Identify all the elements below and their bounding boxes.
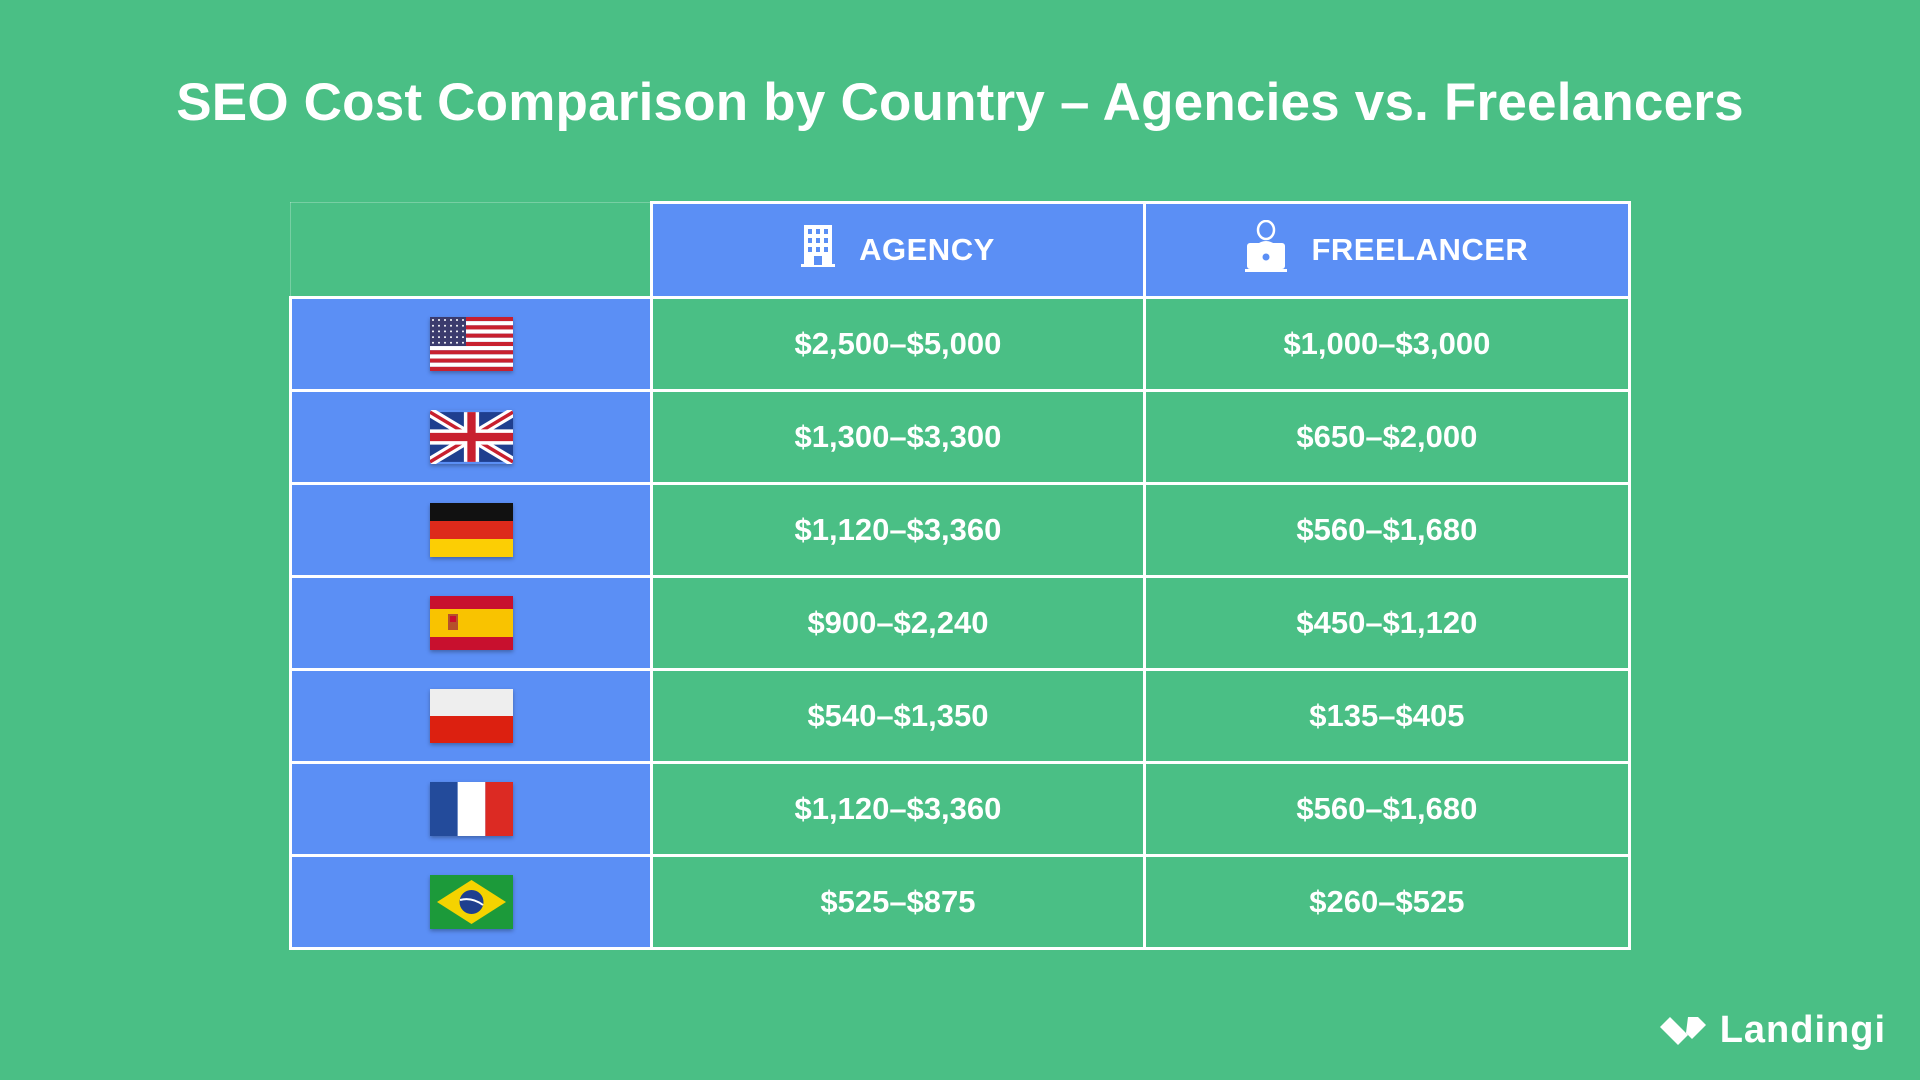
freelancer-header-label: FREELANCER — [1311, 232, 1529, 267]
empty-corner-cell — [289, 202, 654, 299]
freelancer-cost-cell: $650–$2,000 — [1142, 389, 1632, 485]
country-flag-cell — [288, 296, 654, 392]
freelancer-header: FREELANCER — [1142, 201, 1632, 299]
freelancer-cost-cell: $135–$405 — [1142, 668, 1632, 764]
agency-cost-cell: $540–$1,350 — [650, 668, 1146, 764]
flag-brazil-icon — [429, 875, 513, 929]
cost-table: AGENCY FREELANCER $2,500–$5,000 $1,000–$… — [288, 201, 1632, 950]
freelancer-cost-cell: $560–$1,680 — [1142, 482, 1632, 578]
freelancer-cost-cell: $1,000–$3,000 — [1142, 296, 1632, 392]
logo-text: Landingi — [1719, 1009, 1886, 1051]
country-flag-cell — [288, 761, 654, 857]
agency-cost-cell: $1,300–$3,300 — [650, 389, 1146, 485]
agency-header: AGENCY — [650, 201, 1146, 299]
table-row: $1,120–$3,360 $560–$1,680 — [288, 482, 1632, 578]
freelancer-cost-cell: $450–$1,120 — [1142, 575, 1632, 671]
table-row: $540–$1,350 $135–$405 — [288, 668, 1632, 764]
flag-france-icon — [429, 782, 513, 836]
building-icon — [801, 225, 836, 275]
agency-cost-cell: $1,120–$3,360 — [650, 482, 1146, 578]
flag-germany-icon — [429, 503, 513, 557]
country-flag-cell — [288, 854, 654, 950]
country-flag-cell — [288, 575, 654, 671]
country-flag-cell — [288, 668, 654, 764]
flag-poland-icon — [429, 689, 513, 743]
landingi-logo-icon — [1659, 1016, 1706, 1045]
table-row: $900–$2,240 $450–$1,120 — [288, 575, 1632, 671]
flag-spain-icon — [429, 596, 513, 650]
table-header-row: AGENCY FREELANCER — [289, 201, 1632, 299]
country-flag-cell — [288, 389, 654, 485]
table-row: $2,500–$5,000 $1,000–$3,000 — [288, 296, 1632, 392]
landingi-logo: Landingi — [1659, 1009, 1886, 1052]
flag-usa-icon — [429, 317, 513, 371]
agency-cost-cell: $900–$2,240 — [650, 575, 1146, 671]
freelancer-cost-cell: $560–$1,680 — [1142, 761, 1632, 857]
table-row: $525–$875 $260–$525 — [288, 854, 1632, 950]
page-title: SEO Cost Comparison by Country – Agencie… — [176, 73, 1744, 132]
table-row: $1,300–$3,300 $650–$2,000 — [288, 389, 1632, 485]
country-flag-cell — [288, 482, 654, 578]
table-row: $1,120–$3,360 $560–$1,680 — [288, 761, 1632, 857]
freelancer-cost-cell: $260–$525 — [1142, 854, 1632, 950]
agency-cost-cell: $1,120–$3,360 — [650, 761, 1146, 857]
agency-cost-cell: $2,500–$5,000 — [650, 296, 1146, 392]
person-laptop-icon — [1245, 219, 1288, 280]
agency-header-label: AGENCY — [859, 232, 995, 267]
agency-cost-cell: $525–$875 — [650, 854, 1146, 950]
flag-uk-icon — [427, 407, 516, 467]
